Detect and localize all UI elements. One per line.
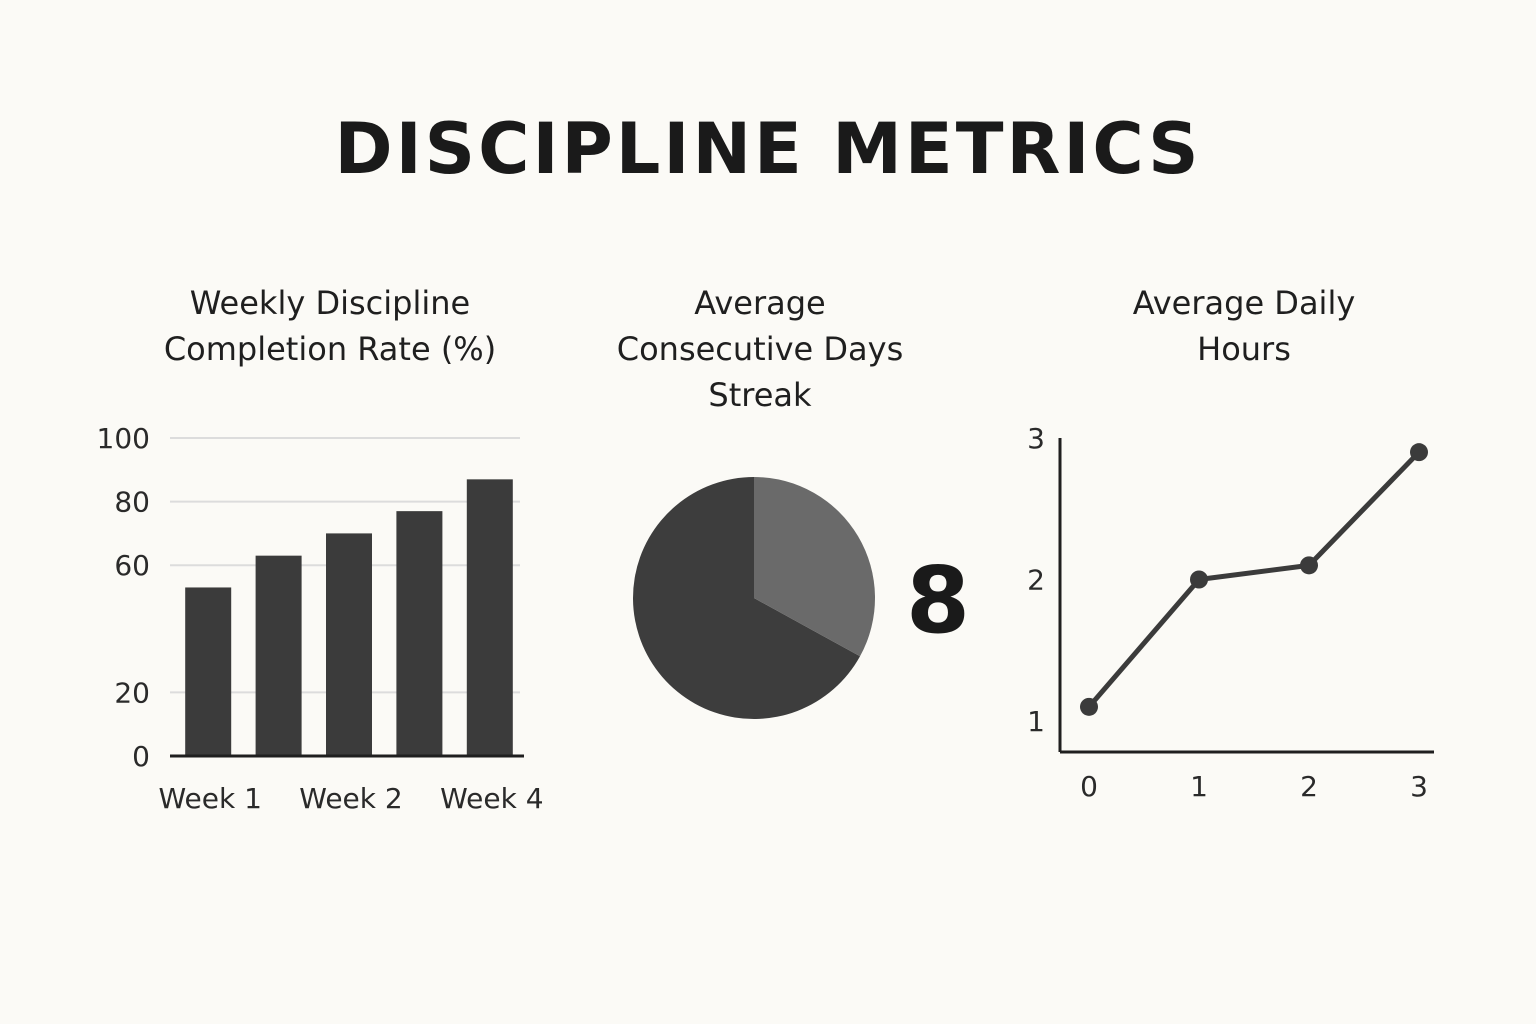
- pie-chart-title-line-3: Streak: [708, 376, 812, 414]
- line-point-3: [1410, 443, 1428, 462]
- line-xtick-label-3: 3: [1410, 770, 1428, 803]
- bar-2: [326, 533, 372, 756]
- bar-chart-title: Weekly Discipline Completion Rate (%): [130, 280, 530, 372]
- bar-3: [396, 511, 443, 756]
- streak-number: 8: [906, 547, 970, 654]
- pie-chart-title: Average Consecutive Days Streak: [560, 280, 960, 418]
- bar-xtick-label-2: Week 2: [299, 782, 402, 815]
- line-xtick-label-0: 0: [1080, 770, 1098, 803]
- bar-ytick-label-0: 0: [132, 740, 150, 773]
- bar-chart-title-line-1: Weekly Discipline: [189, 284, 471, 322]
- bar-ytick-label-3: 80: [114, 486, 150, 519]
- line-point-0: [1080, 697, 1098, 716]
- bar-ytick-label-1: 20: [114, 676, 150, 709]
- line-xtick-label-2: 2: [1300, 770, 1318, 803]
- line-xtick-label-1: 1: [1190, 770, 1208, 803]
- pie-chart-title-line-1: Average: [694, 284, 826, 322]
- line-point-1: [1190, 570, 1208, 589]
- pie-slice-1: [754, 477, 875, 657]
- bar-4: [466, 479, 513, 756]
- line-chart-title: Average Daily Hours: [1044, 280, 1444, 372]
- bar-ytick-label-4: 100: [97, 422, 150, 455]
- pie-slice-0: [632, 477, 861, 719]
- line-chart-title-line-1: Average Daily: [1132, 284, 1356, 322]
- line-series: [1087, 450, 1421, 709]
- bar-xtick-label-4: Week 4: [440, 782, 543, 815]
- pie-chart-title-line-2: Consecutive Days: [616, 330, 904, 368]
- line-point-2: [1300, 556, 1318, 575]
- line-ytick-label-2: 3: [1027, 422, 1045, 455]
- bar-ytick-label-2: 60: [114, 549, 150, 582]
- bar-0: [185, 587, 232, 756]
- page-title: DISCIPLINE METRICS: [334, 108, 1202, 190]
- line-chart-title-line-2: Hours: [1197, 330, 1291, 368]
- bar-chart-title-line-2: Completion Rate (%): [163, 330, 497, 368]
- bar-xtick-label-0: Week 1: [158, 782, 261, 815]
- line-ytick-label-0: 1: [1027, 705, 1045, 738]
- line-ytick-label-1: 2: [1027, 564, 1045, 597]
- bar-1: [255, 555, 302, 756]
